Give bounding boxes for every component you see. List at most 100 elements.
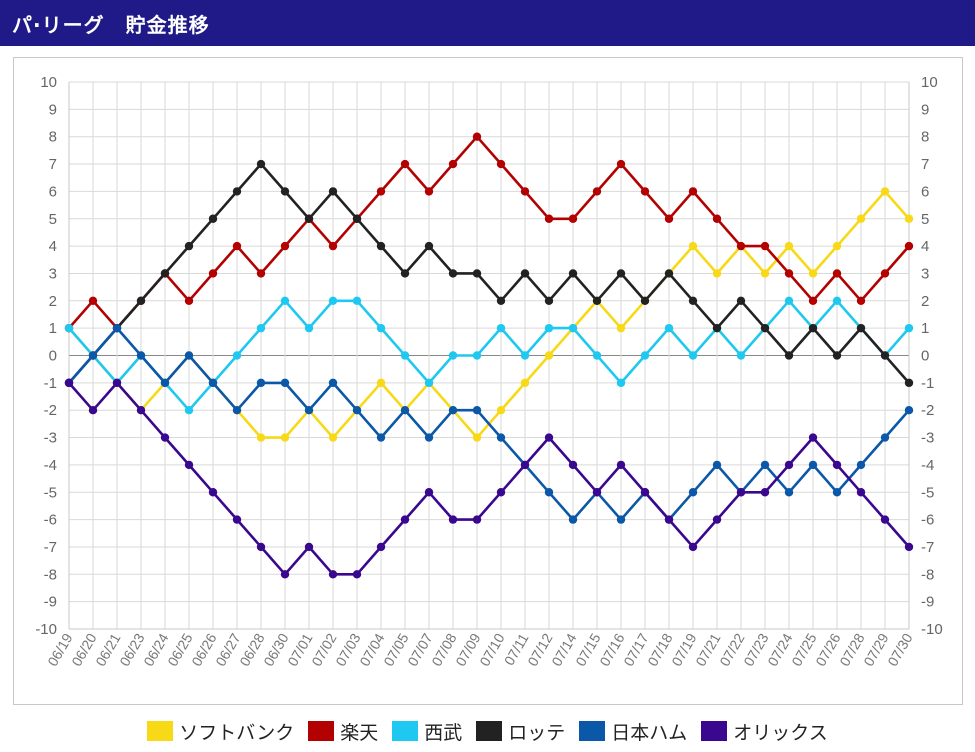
data-point [448, 406, 458, 415]
y-tick-label-left: 8 [49, 129, 57, 146]
data-point [520, 269, 530, 278]
data-point [376, 323, 386, 333]
data-point [256, 159, 266, 169]
data-point [856, 488, 866, 497]
data-point [832, 460, 842, 470]
legend-item[interactable]: 西武 [392, 718, 462, 745]
y-tick-label-right: -1 [921, 375, 934, 392]
data-point [904, 323, 914, 333]
data-point [616, 323, 626, 333]
data-point [472, 515, 482, 524]
data-point [616, 515, 626, 524]
data-point [592, 488, 602, 497]
legend-item[interactable]: ロッテ [476, 718, 565, 745]
legend-item[interactable]: ソフトバンク [147, 718, 294, 745]
data-point [520, 187, 530, 196]
legend-label: オリックス [733, 721, 828, 744]
data-point [184, 296, 194, 305]
data-point [208, 378, 218, 388]
data-point [280, 570, 290, 579]
y-tick-label-left: -1 [44, 375, 57, 392]
data-point [664, 214, 674, 223]
data-point [640, 488, 650, 497]
title-bar: パ·リーグ 貯金推移 [0, 0, 975, 46]
data-point [208, 269, 218, 278]
y-tick-label-left: -3 [44, 430, 57, 447]
data-point [640, 296, 650, 305]
legend-item[interactable]: オリックス [701, 718, 828, 745]
y-tick-label-left: 7 [49, 156, 57, 173]
y-tick-label-right: -6 [921, 512, 934, 529]
data-point [232, 515, 242, 524]
data-point [832, 269, 842, 278]
series-line [68, 162, 910, 384]
data-point [304, 323, 314, 333]
data-point [232, 241, 242, 251]
data-point [592, 351, 602, 360]
legend-item[interactable]: 日本ハム [579, 718, 687, 745]
data-point [592, 296, 602, 305]
data-point [400, 351, 410, 360]
series-line [68, 135, 910, 330]
y-tick-label-left: 4 [49, 238, 57, 255]
data-point [376, 241, 386, 251]
data-point [712, 214, 722, 223]
data-point [880, 351, 890, 360]
y-tick-label-right: -2 [921, 402, 934, 419]
y-tick-label-right: 9 [921, 101, 929, 118]
data-point [280, 378, 290, 388]
data-point [616, 378, 626, 388]
y-tick-label-left: 10 [40, 74, 57, 91]
y-tick-label-right: -4 [921, 457, 934, 474]
data-point [688, 542, 698, 552]
data-point [448, 515, 458, 524]
y-tick-label-right: -9 [921, 594, 934, 611]
data-point [208, 214, 218, 223]
data-point [520, 351, 530, 360]
data-point [352, 570, 362, 579]
data-point [184, 241, 194, 251]
data-point [256, 378, 266, 388]
data-point [496, 433, 506, 442]
data-point [400, 406, 410, 415]
legend-swatch [308, 721, 335, 741]
data-point [64, 323, 74, 333]
data-point [472, 351, 482, 360]
legend-swatch [701, 721, 728, 741]
data-point [64, 378, 74, 388]
x-tick-label: 07/30 [884, 630, 915, 669]
data-point [736, 296, 746, 305]
data-point [496, 159, 506, 169]
data-point [256, 542, 266, 552]
y-tick-label-right: 6 [921, 183, 929, 200]
data-point [280, 241, 290, 251]
y-tick-label-left: 2 [49, 293, 57, 310]
chart: 10 109 98 87 76 65 54 43 32 21 10 0-1 -1-2 -2-3 -3-4 -4… [35, 74, 942, 669]
chart-frame: 10 10 9 9 8 8 7 7 6 6 5 5 4 4 3 3 2 2 1 1 0 0 -1 -1 -2 -2 -3 -3 -4 -4… [13, 57, 963, 705]
data-point [832, 351, 842, 360]
data-point [592, 187, 602, 196]
data-point [520, 460, 530, 470]
data-point [328, 187, 338, 196]
data-point [184, 406, 194, 415]
data-point [688, 241, 698, 251]
data-point [904, 378, 914, 388]
data-point [544, 296, 554, 305]
data-point [808, 433, 818, 442]
data-point [880, 433, 890, 442]
data-point [400, 515, 410, 524]
y-tick-label-left: 5 [49, 211, 57, 228]
y-tick-label-right: -5 [921, 484, 934, 501]
legend-label: 日本ハム [611, 721, 688, 744]
grid [68, 81, 910, 630]
data-point [640, 351, 650, 360]
y-tick-label-left: -8 [44, 566, 57, 583]
y-tick-label-right: -8 [921, 566, 934, 583]
data-point [304, 214, 314, 223]
data-point [832, 241, 842, 251]
data-point [424, 378, 434, 388]
legend-item[interactable]: 楽天 [308, 718, 378, 745]
data-point [784, 241, 794, 251]
data-point [304, 542, 314, 552]
data-point [208, 488, 218, 497]
